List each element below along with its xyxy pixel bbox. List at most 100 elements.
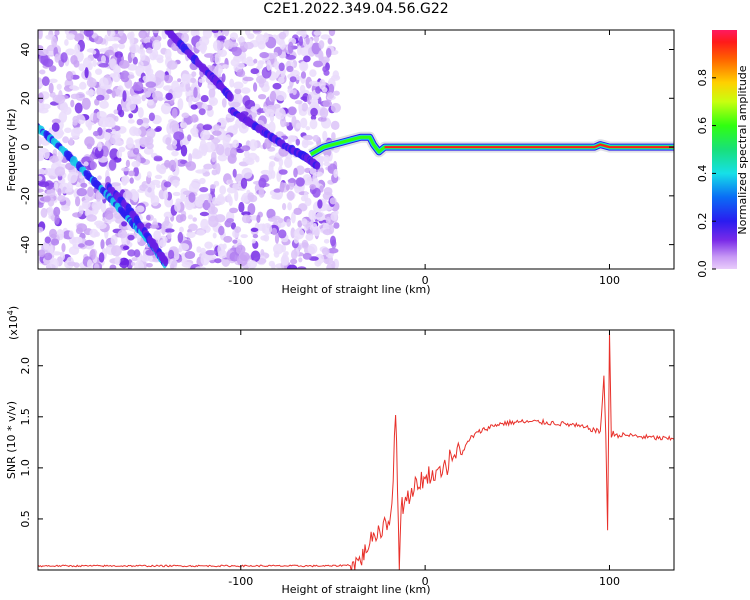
noise-dot [66, 33, 75, 41]
noise-dot [66, 181, 74, 193]
noise-dot [210, 55, 214, 63]
noise-dot [199, 36, 210, 47]
noise-dot [260, 169, 271, 175]
noise-dot [274, 61, 280, 70]
noise-dot [319, 107, 329, 119]
noise-dot [129, 177, 134, 184]
noise-dot [213, 124, 221, 131]
noise-dot [241, 145, 251, 152]
noise-dot [240, 87, 251, 94]
noise-dot [110, 234, 118, 246]
noise-dot [240, 177, 248, 189]
noise-dot [285, 184, 290, 191]
noise-dot [215, 196, 226, 205]
noise-dot [178, 30, 190, 34]
noise-dot [291, 211, 296, 224]
noise-dot [127, 74, 135, 79]
noise-dot [181, 261, 193, 268]
noise-dot [302, 252, 312, 260]
noise-dot [89, 160, 96, 171]
noise-dot [64, 127, 72, 134]
noise-dot [294, 100, 303, 105]
noise-dot [247, 203, 256, 216]
noise-dot [109, 36, 121, 42]
noise-dot [70, 99, 75, 108]
noise-dot [315, 86, 322, 94]
noise-dot [223, 235, 233, 243]
noise-dot [295, 177, 305, 187]
noise-dot [120, 70, 130, 83]
noise-dot [91, 201, 102, 211]
noise-dot [228, 196, 233, 207]
noise-dot [94, 35, 104, 45]
noise-dot [106, 30, 111, 37]
noise-dot [328, 30, 336, 37]
noise-dot [111, 129, 116, 135]
noise-dot [68, 246, 80, 256]
noise-dot [85, 89, 97, 96]
noise-dot [287, 190, 295, 201]
noise-dot [126, 101, 137, 111]
noise-dot [100, 239, 105, 250]
noise-dot [208, 97, 218, 106]
noise-dot [179, 214, 187, 222]
noise-dot [275, 90, 287, 102]
noise-dot [261, 223, 266, 234]
noise-dot [127, 249, 136, 257]
noise-dot [204, 241, 213, 249]
noise-dot [312, 134, 320, 142]
noise-dot [200, 218, 209, 230]
noise-dot [247, 152, 258, 161]
noise-dot [291, 249, 298, 260]
noise-dot [330, 235, 336, 247]
noise-dot [298, 101, 303, 114]
x-tick-label-bottom: 0 [422, 575, 429, 588]
noise-dot [305, 37, 310, 45]
noise-dot [171, 150, 179, 157]
noise-dot [211, 151, 217, 163]
noise-dot [277, 229, 287, 239]
noise-dot [50, 238, 60, 246]
noise-dot [232, 183, 240, 191]
noise-dot [149, 224, 160, 229]
noise-dot [273, 243, 284, 255]
noise-dot [60, 52, 68, 63]
noise-dot [171, 80, 180, 92]
noise-dot [164, 216, 170, 227]
noise-dot [73, 262, 80, 268]
noise-dot [326, 263, 335, 269]
x-tick-label-top: 100 [599, 274, 620, 287]
noise-dot [73, 33, 85, 42]
noise-dot [131, 160, 141, 168]
noise-dot [230, 101, 241, 108]
noise-dot [134, 260, 145, 269]
noise-dot [72, 212, 82, 218]
noise-dot [144, 187, 155, 198]
noise-dot [205, 254, 217, 261]
noise-dot [118, 30, 124, 37]
noise-dot [145, 81, 157, 88]
noise-dot [152, 39, 162, 51]
noise-dot [164, 74, 173, 84]
noise-dot [247, 192, 255, 202]
noise-dot [50, 233, 57, 239]
noise-dot [313, 60, 323, 68]
noise-dot [153, 155, 163, 161]
noise-dot [271, 227, 278, 236]
noise-dot [295, 122, 301, 129]
noise-dot [84, 67, 89, 79]
noise-dot [67, 171, 78, 184]
noise-dot [270, 170, 276, 179]
noise-dot [38, 30, 43, 40]
noise-dot [217, 243, 226, 256]
noise-dot [109, 58, 117, 70]
noise-dot [301, 239, 309, 249]
noise-dot [258, 94, 267, 100]
noise-dot [279, 181, 285, 193]
noise-dot [195, 266, 206, 269]
noise-dot [216, 143, 225, 156]
noise-dot [147, 99, 154, 106]
noise-dot [152, 54, 164, 61]
noise-dot [224, 147, 231, 157]
carrier-core [384, 143, 674, 149]
